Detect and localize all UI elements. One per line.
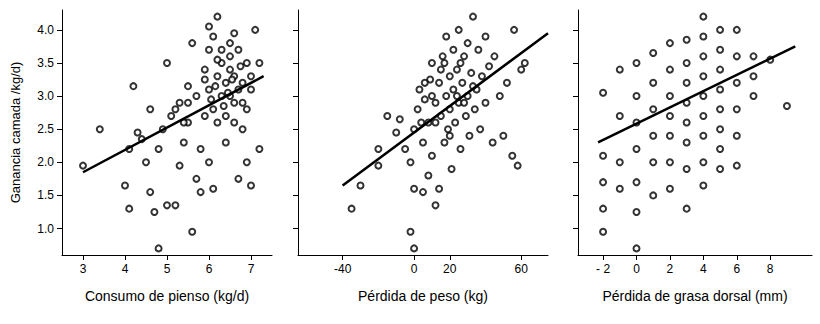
svg-text:0: 0 — [633, 262, 640, 276]
svg-text:- 2: - 2 — [596, 262, 610, 276]
svg-text:5: 5 — [164, 262, 171, 276]
svg-text:4: 4 — [122, 262, 129, 276]
svg-text:Pérdida de peso (kg): Pérdida de peso (kg) — [358, 288, 488, 304]
svg-text:2.0: 2.0 — [37, 155, 54, 169]
svg-text:-40: -40 — [334, 262, 352, 276]
svg-text:1.5: 1.5 — [37, 188, 54, 202]
svg-text:6: 6 — [206, 262, 213, 276]
svg-text:4: 4 — [700, 262, 707, 276]
svg-text:6: 6 — [733, 262, 740, 276]
svg-text:2: 2 — [667, 262, 674, 276]
svg-text:7: 7 — [248, 262, 255, 276]
svg-text:0: 0 — [411, 262, 418, 276]
svg-text:3.0: 3.0 — [37, 89, 54, 103]
svg-text:3: 3 — [80, 262, 87, 276]
svg-text:3.5: 3.5 — [37, 56, 54, 70]
svg-text:4.0: 4.0 — [37, 23, 54, 37]
svg-text:2.5: 2.5 — [37, 122, 54, 136]
svg-text:8: 8 — [767, 262, 774, 276]
svg-text:Pérdida de grasa dorsal (mm): Pérdida de grasa dorsal (mm) — [602, 288, 787, 304]
svg-text:1.0: 1.0 — [37, 222, 54, 236]
svg-text:60: 60 — [515, 262, 529, 276]
svg-text:Ganancia camada /kg/d): Ganancia camada /kg/d) — [8, 62, 23, 204]
svg-text:Consumo de pienso (kg/d): Consumo de pienso (kg/d) — [85, 288, 249, 304]
svg-text:20: 20 — [443, 262, 457, 276]
